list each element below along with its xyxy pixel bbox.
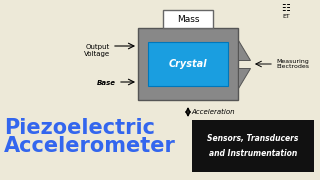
Text: Piezoelectric: Piezoelectric	[4, 118, 155, 138]
Polygon shape	[238, 68, 250, 88]
Text: Sensors, Transducers: Sensors, Transducers	[207, 134, 299, 143]
Text: Output
Voltage: Output Voltage	[84, 44, 110, 57]
Text: Base: Base	[97, 80, 116, 86]
Bar	[163, 10, 213, 28]
Text: and Instrumentation: and Instrumentation	[209, 149, 297, 158]
Bar	[138, 28, 238, 100]
Text: Measuring
Electrodes: Measuring Electrodes	[276, 59, 309, 69]
Text: Crystal: Crystal	[169, 59, 207, 69]
Polygon shape	[238, 40, 250, 60]
Bar	[192, 120, 314, 172]
Text: Accelerometer: Accelerometer	[4, 136, 176, 156]
Text: ☷: ☷	[282, 3, 290, 13]
Text: Acceleration: Acceleration	[191, 109, 235, 115]
Text: Mass: Mass	[177, 15, 199, 24]
Text: ET: ET	[282, 15, 290, 19]
Bar	[148, 42, 228, 86]
